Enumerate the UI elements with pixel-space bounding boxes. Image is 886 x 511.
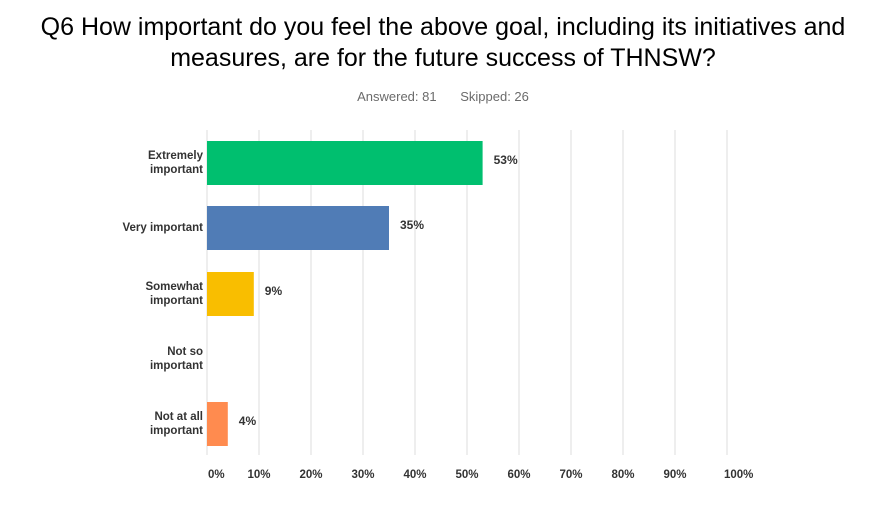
category-label-line: Very important [122,222,203,234]
chart-title-line-1: Q6 How important do you feel the above g… [40,13,846,41]
category-label: Not at all important [150,411,203,437]
x-tick-label: 90% [663,469,686,481]
bar [207,141,483,185]
bar [207,206,389,250]
category-label-line: Extremely [148,150,204,162]
data-label: 4% [239,414,257,428]
data-label: 35% [400,218,424,232]
chart-title-line-2: measures, are for the future success of … [170,44,716,72]
data-label: 53% [494,153,518,167]
x-tick-label: 10% [247,469,270,481]
x-tick-label: 60% [507,469,530,481]
data-label: 9% [265,284,283,298]
category-label-line: important [150,425,203,437]
category-label-line: Not so [167,346,203,358]
x-tick-label: 20% [299,469,322,481]
answered-count: Answered: 81 [357,89,437,104]
bar [207,272,254,316]
x-tick-label: 0% [208,469,225,481]
x-tick-label: 40% [403,469,426,481]
category-label: Extremely important [148,150,204,176]
chart-title: Q6 How important do you feel the above g… [0,12,886,74]
bar [207,402,228,446]
category-label-line: important [150,360,203,372]
category-label-line: Not at all [154,411,203,423]
x-tick-label: 100% [724,469,753,481]
category-label: Somewhat important [145,281,203,307]
x-tick-label: 80% [611,469,634,481]
category-label-line: important [150,295,203,307]
response-stats: Answered: 81 Skipped: 26 [0,89,886,104]
x-tick-label: 50% [455,469,478,481]
category-label-line: important [150,164,203,176]
x-tick-label: 30% [351,469,374,481]
category-label: Not so important [150,346,203,372]
x-tick-label: 70% [559,469,582,481]
skipped-count: Skipped: 26 [460,89,529,104]
category-label-line: Somewhat [145,281,203,293]
category-label: Very important [122,222,203,234]
